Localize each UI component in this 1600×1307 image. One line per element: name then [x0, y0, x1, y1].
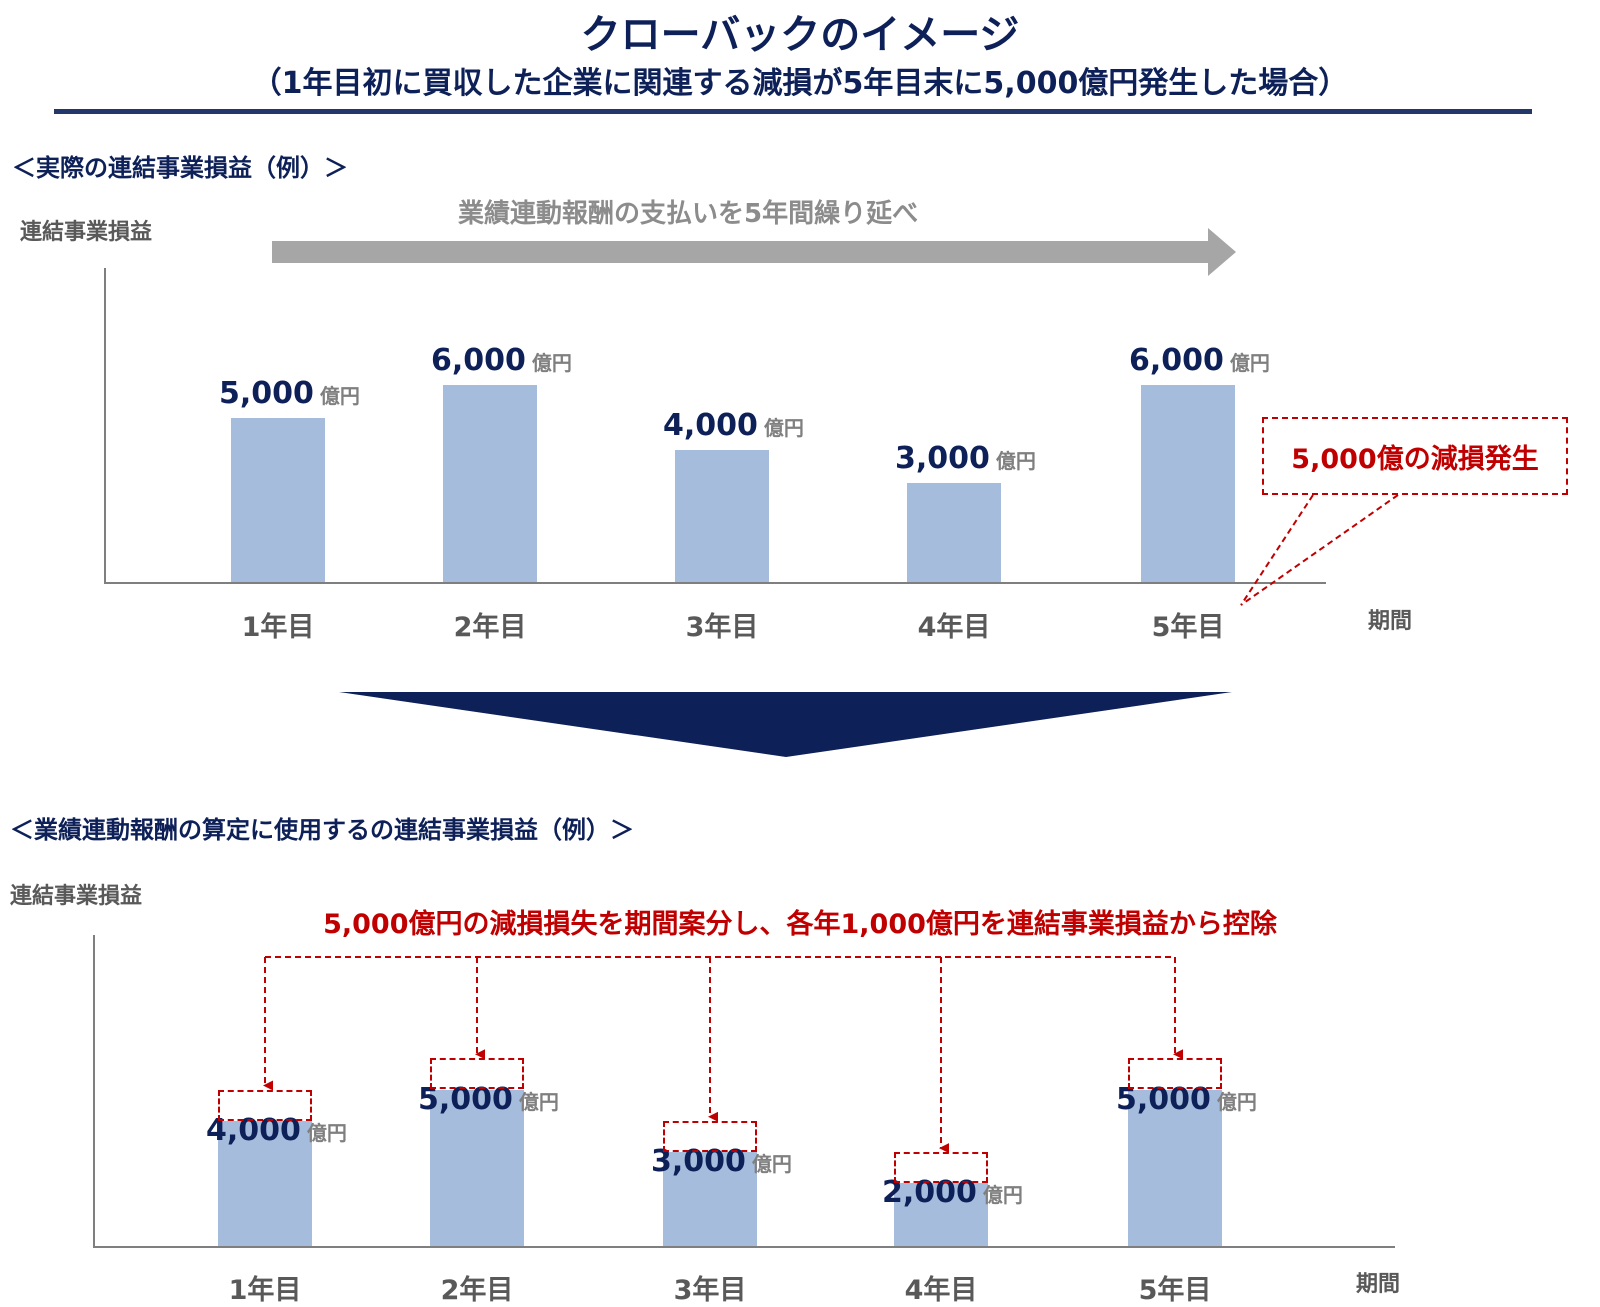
- top-tick-label: 4年目: [917, 612, 991, 643]
- bottom-bar: [894, 1183, 988, 1246]
- bottom-x-axis-title: 期間: [1356, 1272, 1401, 1297]
- top-value-unit: 億円: [1229, 350, 1270, 375]
- top-value-number: 6,000: [1129, 342, 1224, 378]
- top-value-label: 4,000 億円: [663, 408, 804, 443]
- top-tick-label: 1年目: [241, 612, 315, 643]
- bottom-tick-label: 5年目: [1138, 1275, 1212, 1306]
- top-bar: [1141, 384, 1235, 582]
- bottom-value-number: 2,000: [882, 1175, 977, 1211]
- top-x-axis-title: 期間: [1368, 609, 1413, 634]
- deduction-note: 5,000億円の減損損失を期間案分し、各年1,000億円を連結事業損益から控除: [323, 909, 1277, 940]
- bottom-tick-label: 4年目: [904, 1275, 978, 1306]
- bottom-value-number: 5,000: [1116, 1081, 1211, 1117]
- top-value-label: 3,000 億円: [895, 441, 1036, 476]
- bottom-y-axis-line: [93, 935, 95, 1248]
- top-value-unit: 億円: [319, 383, 360, 408]
- bottom-value-unit: 億円: [306, 1120, 347, 1145]
- top-value-unit: 億円: [995, 449, 1036, 474]
- top-bar: [443, 384, 537, 582]
- bottom-tick-label: 1年目: [228, 1275, 302, 1306]
- bottom-section-heading: ＜業績連動報酬の算定に使用するの連結事業損益（例）＞: [10, 816, 634, 844]
- bottom-y-axis-title: 連結事業損益: [10, 884, 143, 909]
- bottom-value-number: 5,000: [418, 1081, 513, 1117]
- top-value-unit: 億円: [763, 416, 804, 441]
- bottom-tick-label: 2年目: [440, 1275, 514, 1306]
- distribution-connector: [263, 956, 1183, 1154]
- top-y-axis-title: 連結事業損益: [20, 220, 153, 245]
- bottom-bar: [663, 1152, 757, 1246]
- top-tick-label: 2年目: [453, 612, 527, 643]
- bottom-bar: [430, 1089, 524, 1246]
- bottom-value-label: 4,000 億円: [206, 1113, 347, 1148]
- bottom-value-label: 2,000 億円: [882, 1175, 1023, 1210]
- top-value-label: 5,000 億円: [219, 376, 360, 411]
- bottom-bar: [1128, 1089, 1222, 1246]
- bottom-value-unit: 億円: [518, 1089, 559, 1114]
- top-section-heading: ＜実際の連結事業損益（例）＞: [12, 154, 348, 182]
- bottom-value-unit: 億円: [1216, 1089, 1257, 1114]
- top-tick-label: 3年目: [685, 612, 759, 643]
- bottom-value-number: 4,000: [206, 1112, 301, 1148]
- bottom-bar: [218, 1120, 312, 1246]
- top-value-label: 6,000 億円: [431, 343, 572, 378]
- top-value-unit: 億円: [531, 350, 572, 375]
- top-bar: [907, 483, 1001, 582]
- bottom-x-axis-line: [93, 1246, 1395, 1248]
- bottom-value-label: 5,000 億円: [1116, 1082, 1257, 1117]
- top-x-axis-line: [104, 582, 1326, 584]
- deducted-portion-box: [894, 1152, 988, 1184]
- bottom-value-unit: 億円: [982, 1183, 1023, 1208]
- bottom-value-number: 3,000: [651, 1144, 746, 1180]
- top-bar: [675, 450, 769, 582]
- bottom-value-unit: 億円: [751, 1152, 792, 1177]
- impairment-callout-text: 5,000億の減損発生: [1291, 443, 1539, 475]
- impairment-callout: 5,000億の減損発生: [1262, 417, 1568, 495]
- callout-leader-lines: [1240, 494, 1399, 606]
- bottom-value-label: 3,000 億円: [651, 1144, 792, 1179]
- top-tick-label: 5年目: [1151, 612, 1225, 643]
- title-divider: [54, 109, 1532, 114]
- top-value-number: 6,000: [431, 342, 526, 378]
- page-subtitle: （1年目初に買収した企業に関連する減損が5年目末に5,000億円発生した場合）: [251, 66, 1349, 101]
- deducted-portion-box: [663, 1120, 757, 1153]
- top-value-label: 6,000 億円: [1129, 343, 1270, 378]
- deferral-arrow: [272, 228, 1236, 276]
- page-title: クローバックのイメージ: [580, 12, 1020, 58]
- top-value-number: 5,000: [219, 375, 314, 411]
- transition-arrow: [339, 692, 1232, 757]
- top-y-axis-line: [104, 268, 106, 584]
- bottom-value-label: 5,000 億円: [418, 1082, 559, 1117]
- bottom-tick-label: 3年目: [673, 1275, 747, 1306]
- top-bar: [231, 417, 325, 582]
- top-value-number: 4,000: [663, 408, 758, 444]
- deducted-portion-box: [218, 1089, 312, 1121]
- top-value-number: 3,000: [895, 441, 990, 477]
- deferral-arrow-label: 業績連動報酬の支払いを5年間繰り延べ: [458, 199, 919, 229]
